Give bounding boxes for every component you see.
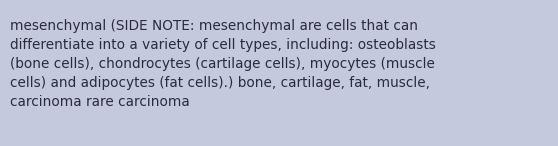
Text: mesenchymal (SIDE NOTE: mesenchymal are cells that can
differentiate into a vari: mesenchymal (SIDE NOTE: mesenchymal are … <box>10 19 436 109</box>
